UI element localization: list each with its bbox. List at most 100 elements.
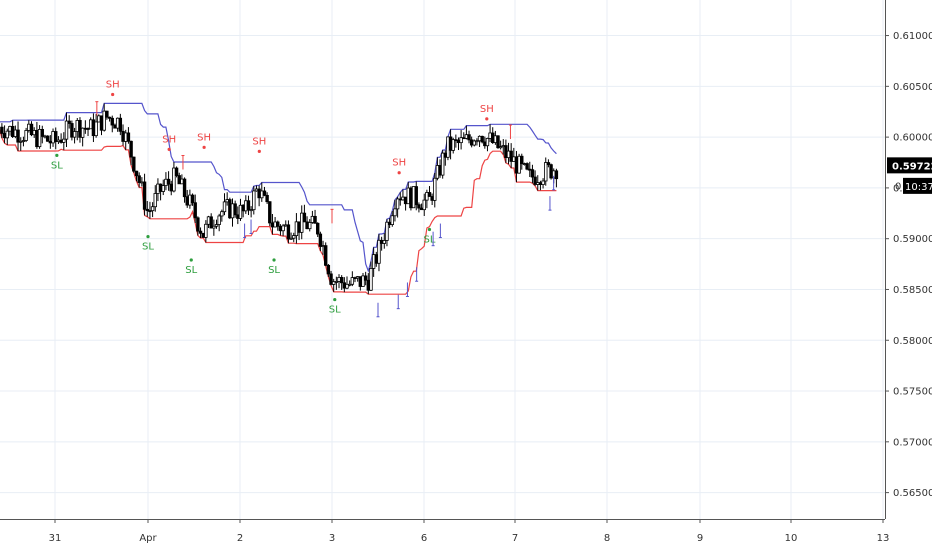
candle-body xyxy=(56,139,61,143)
candle-body xyxy=(201,232,205,238)
candle-body xyxy=(214,224,219,227)
candle-body xyxy=(485,138,490,147)
candle-body xyxy=(355,276,360,279)
candle-body xyxy=(504,145,508,159)
candle-body xyxy=(153,193,157,208)
lower-channel-line xyxy=(0,128,557,295)
candle-body xyxy=(180,178,184,185)
candle-body xyxy=(118,117,123,132)
candle-body xyxy=(29,123,34,136)
candle-body xyxy=(220,211,224,217)
candle-body xyxy=(19,140,23,143)
candle-body xyxy=(284,224,288,227)
swing-high-dot xyxy=(397,171,401,175)
candle-body xyxy=(318,233,323,247)
candle-body xyxy=(498,146,503,149)
candle-body xyxy=(169,183,173,192)
candle-body xyxy=(554,170,559,180)
candle-body xyxy=(496,135,500,149)
candle-body xyxy=(369,268,373,291)
candle-body xyxy=(236,214,240,219)
candle-body xyxy=(385,221,389,241)
candle-body xyxy=(363,275,368,281)
candle-body xyxy=(313,215,317,224)
candle-body xyxy=(403,196,408,205)
candle-body xyxy=(276,221,280,227)
price-tick-label: 0.57500 xyxy=(893,387,932,398)
candle-body xyxy=(430,196,434,201)
candle-body xyxy=(440,152,445,176)
candle-body xyxy=(238,204,243,219)
candle-body xyxy=(174,167,179,176)
candle-body xyxy=(48,140,53,144)
candle-body xyxy=(459,137,463,144)
time-tick-label: 3 xyxy=(329,533,335,544)
candle-body xyxy=(244,200,248,212)
candle-body xyxy=(99,115,104,131)
time-tick-label: 7 xyxy=(512,533,518,544)
swing-high-dot xyxy=(202,145,206,149)
candle-body xyxy=(528,168,532,171)
time-tick-label: 31 xyxy=(49,533,62,544)
candle-body xyxy=(289,237,293,240)
candle-body xyxy=(549,164,553,179)
candle-body xyxy=(438,165,442,176)
candle-body xyxy=(377,239,381,264)
candle-body xyxy=(302,212,307,223)
candle-body xyxy=(522,163,527,165)
candle-body xyxy=(443,152,448,158)
candle-body xyxy=(472,140,476,146)
candle-body xyxy=(536,182,540,185)
candle-body xyxy=(411,186,416,209)
candle-body xyxy=(374,254,379,264)
candle-body xyxy=(212,225,216,229)
candle-body xyxy=(137,175,141,183)
candle-body xyxy=(257,188,261,199)
candle-body xyxy=(148,210,152,213)
candle-body xyxy=(353,277,357,279)
candle-body xyxy=(464,134,469,139)
candle-body xyxy=(417,204,421,209)
time-tick-label: 2 xyxy=(237,533,243,544)
candle-body xyxy=(305,221,309,230)
candle-body xyxy=(94,121,98,137)
price-tick-label: 0.57000 xyxy=(893,437,932,448)
candle-body xyxy=(13,129,18,137)
candle-body xyxy=(425,192,429,201)
candle-body xyxy=(514,156,519,174)
candle-body xyxy=(188,194,192,206)
candle-body xyxy=(16,129,20,143)
candle-body xyxy=(177,175,181,185)
swing-low-dot xyxy=(427,227,432,232)
candle-body xyxy=(86,128,90,130)
candle-body xyxy=(59,139,63,143)
candle-body xyxy=(70,123,74,138)
candle-body xyxy=(345,283,349,289)
candle-body xyxy=(294,221,299,236)
swing-low-label: SL xyxy=(142,242,154,253)
partial-price-label: 0 xyxy=(895,181,901,192)
candle-body xyxy=(350,277,355,285)
channel-bands xyxy=(0,102,557,295)
candle-body xyxy=(129,140,133,158)
candle-body xyxy=(475,140,479,143)
candle-body xyxy=(324,245,328,266)
price-tick-label: 0.58000 xyxy=(893,336,932,347)
swing-low-dot xyxy=(146,235,150,239)
candle-body xyxy=(193,202,197,219)
candle-body xyxy=(209,216,213,229)
candle-body xyxy=(89,119,93,130)
candle-body xyxy=(206,216,211,225)
candle-body xyxy=(387,221,392,225)
candle-body xyxy=(281,225,285,232)
swing-high-label: SH xyxy=(480,104,494,115)
candle-body xyxy=(401,196,405,201)
candle-body xyxy=(347,283,352,286)
candle-body xyxy=(390,215,394,225)
candle-body xyxy=(414,186,418,206)
candle-body xyxy=(546,162,551,166)
candle-body xyxy=(190,194,195,204)
candle-body xyxy=(142,181,147,210)
